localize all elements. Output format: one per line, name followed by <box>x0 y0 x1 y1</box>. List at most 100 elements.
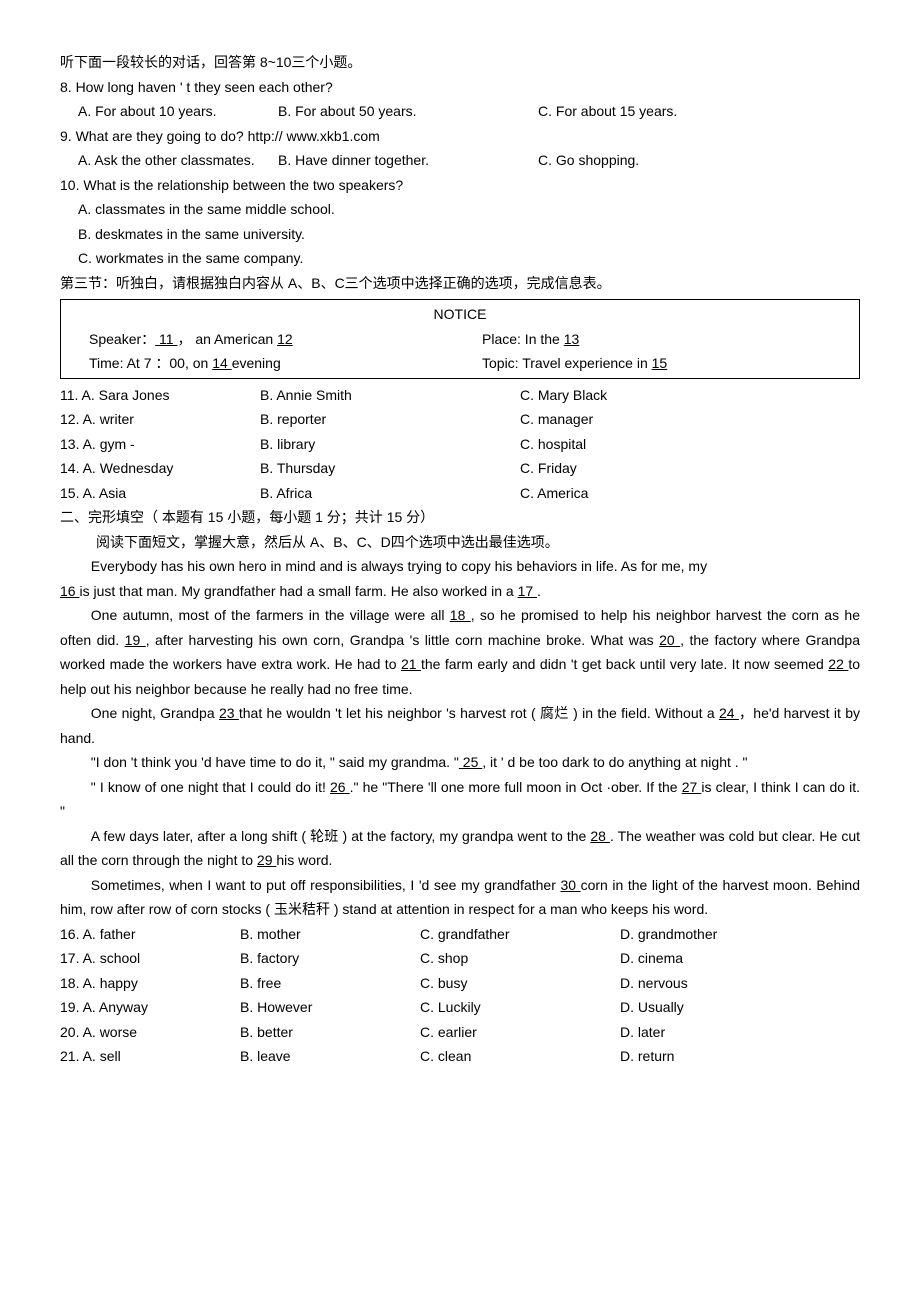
opt17-c[interactable]: C. shop <box>420 946 620 971</box>
q13-c[interactable]: C. hospital <box>520 432 860 457</box>
q10-stem: 10. What is the relationship between the… <box>60 173 860 198</box>
part2-instruction: 阅读下面短文，掌握大意，然后从 A、B、C、D四个选项中选出最佳选项。 <box>60 530 860 555</box>
opt21-d[interactable]: D. return <box>620 1044 860 1069</box>
q10-c[interactable]: C. workmates in the same company. <box>60 246 860 271</box>
blank-11[interactable]: 11 <box>155 331 177 347</box>
opt20-b[interactable]: B. better <box>240 1020 420 1045</box>
blank-14[interactable]: 14 <box>212 355 231 371</box>
q12-a[interactable]: 12. A. writer <box>60 407 260 432</box>
opt16-row: 16. A. father B. mother C. grandfather D… <box>60 922 860 947</box>
q8-b[interactable]: B. For about 50 years. <box>278 99 538 124</box>
opt21-c[interactable]: C. clean <box>420 1044 620 1069</box>
opt20-d[interactable]: D. later <box>620 1020 860 1045</box>
blank-13[interactable]: 13 <box>564 331 580 347</box>
speaker-label: Speaker： <box>89 331 155 347</box>
q9-b[interactable]: B. Have dinner together. <box>278 148 538 173</box>
blank-27[interactable]: 27 <box>682 779 702 795</box>
opt20-row: 20. A. worse B. better C. earlier D. lat… <box>60 1020 860 1045</box>
opt21-a[interactable]: 21. A. sell <box>60 1044 240 1069</box>
topic-label: Topic: Travel experience in <box>482 355 652 371</box>
blank-19[interactable]: 19 <box>125 632 146 648</box>
blank-21[interactable]: 21 <box>401 656 421 672</box>
q8-options: A. For about 10 years. B. For about 50 y… <box>60 99 860 124</box>
blank-24[interactable]: 24 <box>719 705 739 721</box>
opt18-a[interactable]: 18. A. happy <box>60 971 240 996</box>
q11-a[interactable]: 11. A. Sara Jones <box>60 383 260 408</box>
blank-12[interactable]: 12 <box>277 331 293 347</box>
opt16-a[interactable]: 16. A. father <box>60 922 240 947</box>
p6a: A few days later, after a long shift ( 轮… <box>91 828 591 844</box>
opt21-b[interactable]: B. leave <box>240 1044 420 1069</box>
opt18-c[interactable]: C. busy <box>420 971 620 996</box>
part2-title: 二、完形填空（ 本题有 15 小题，每小题 1 分；共计 15 分） <box>60 505 860 530</box>
blank-30[interactable]: 30 <box>560 877 580 893</box>
q14-c[interactable]: C. Friday <box>520 456 860 481</box>
notice-time: Time: At 7 ：00, on 14 evening <box>67 351 482 376</box>
blank-28[interactable]: 28 <box>590 828 610 844</box>
opt17-a[interactable]: 17. A. school <box>60 946 240 971</box>
opt18-b[interactable]: B. free <box>240 971 420 996</box>
blank-25[interactable]: 25 <box>459 754 482 770</box>
q8-c[interactable]: C. For about 15 years. <box>538 99 860 124</box>
opt18-row: 18. A. happy B. free C. busy D. nervous <box>60 971 860 996</box>
section3-title: 第三节：听独白，请根据独白内容从 A、B、C三个选项中选择正确的选项，完成信息表… <box>60 271 860 296</box>
q10-b[interactable]: B. deskmates in the same university. <box>60 222 860 247</box>
opt19-b[interactable]: B. However <box>240 995 420 1020</box>
q10-a[interactable]: A. classmates in the same middle school. <box>60 197 860 222</box>
q11-c[interactable]: C. Mary Black <box>520 383 860 408</box>
opt16-c[interactable]: C. grandfather <box>420 922 620 947</box>
q9-c[interactable]: C. Go shopping. <box>538 148 860 173</box>
blank-23[interactable]: 23 <box>219 705 239 721</box>
p4b: , it ' d be too dark to do anything at n… <box>482 754 747 770</box>
opt18-d[interactable]: D. nervous <box>620 971 860 996</box>
p2a: One autumn, most of the farmers in the v… <box>91 607 450 623</box>
q11-b[interactable]: B. Annie Smith <box>260 383 520 408</box>
q12-row: 12. A. writer B. reporter C. manager <box>60 407 860 432</box>
q14-b[interactable]: B. Thursday <box>260 456 520 481</box>
q9-a[interactable]: A. Ask the other classmates. <box>78 148 278 173</box>
p6c: his word. <box>276 852 332 868</box>
p1b: is just that man. My grandfather had a s… <box>79 583 517 599</box>
p3a: One night, Grandpa <box>91 705 219 721</box>
blank-17[interactable]: 17 <box>518 583 537 599</box>
blank-16[interactable]: 16 <box>60 583 79 599</box>
q9-options: A. Ask the other classmates. B. Have din… <box>60 148 860 173</box>
notice-speaker: Speaker： 11 ， an American 12 <box>67 327 482 352</box>
q15-a[interactable]: 15. A. Asia <box>60 481 260 506</box>
opt16-d[interactable]: D. grandmother <box>620 922 860 947</box>
notice-place: Place: In the 13 <box>482 327 853 352</box>
opt17-d[interactable]: D. cinema <box>620 946 860 971</box>
p5b: ." he "There 'll one more full moon in O… <box>350 779 682 795</box>
q15-c[interactable]: C. America <box>520 481 860 506</box>
notice-topic: Topic: Travel experience in 15 <box>482 351 853 376</box>
opt19-row: 19. A. Anyway B. However C. Luckily D. U… <box>60 995 860 1020</box>
opt17-row: 17. A. school B. factory C. shop D. cine… <box>60 946 860 971</box>
q12-c[interactable]: C. manager <box>520 407 860 432</box>
opt17-b[interactable]: B. factory <box>240 946 420 971</box>
opt19-d[interactable]: D. Usually <box>620 995 860 1020</box>
p2c: , after harvesting his own corn, Grandpa… <box>146 632 659 648</box>
q13-a[interactable]: 13. A. gym - <box>60 432 260 457</box>
opt19-a[interactable]: 19. A. Anyway <box>60 995 240 1020</box>
p1c: . <box>537 583 541 599</box>
q8-stem: 8. How long haven ' t they seen each oth… <box>60 75 860 100</box>
time-post: evening <box>232 355 281 371</box>
blank-29[interactable]: 29 <box>257 852 276 868</box>
dialogue-intro: 听下面一段较长的对话，回答第 8~10三个小题。 <box>60 50 860 75</box>
blank-26[interactable]: 26 <box>330 779 350 795</box>
opt20-c[interactable]: C. earlier <box>420 1020 620 1045</box>
q8-a[interactable]: A. For about 10 years. <box>78 99 278 124</box>
blank-15[interactable]: 15 <box>652 355 668 371</box>
opt19-c[interactable]: C. Luckily <box>420 995 620 1020</box>
q12-b[interactable]: B. reporter <box>260 407 520 432</box>
blank-18[interactable]: 18 <box>450 607 471 623</box>
q15-b[interactable]: B. Africa <box>260 481 520 506</box>
opt20-a[interactable]: 20. A. worse <box>60 1020 240 1045</box>
q13-b[interactable]: B. library <box>260 432 520 457</box>
opt16-b[interactable]: B. mother <box>240 922 420 947</box>
blank-22[interactable]: 22 <box>828 656 848 672</box>
blank-20[interactable]: 20 <box>659 632 680 648</box>
cloze-passage: Everybody has his own hero in mind and i… <box>60 554 860 922</box>
p1a: Everybody has his own hero in mind and i… <box>91 558 707 574</box>
q14-a[interactable]: 14. A. Wednesday <box>60 456 260 481</box>
